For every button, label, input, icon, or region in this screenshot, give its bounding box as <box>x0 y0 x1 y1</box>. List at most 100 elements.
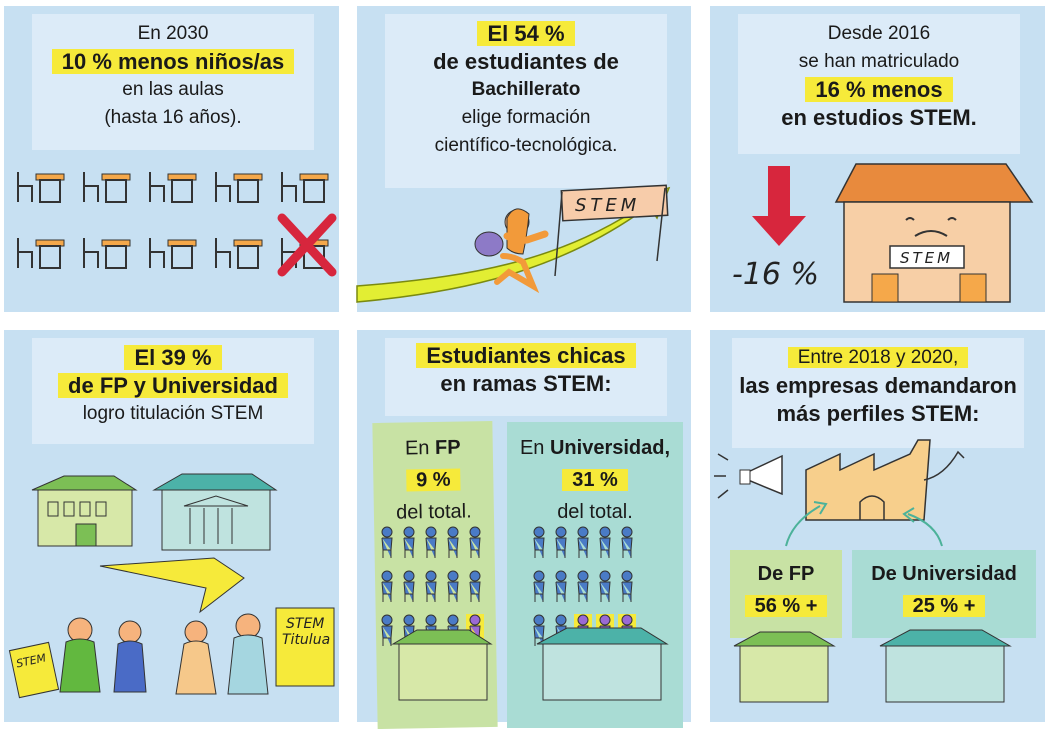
stem-branches-text: en ramas STEM: <box>440 371 612 396</box>
desks-illustration <box>17 172 337 277</box>
male-student-icon <box>599 526 611 558</box>
panel-girls-stem-title: Estudiantes chicas en ramas STEM: <box>385 338 667 416</box>
factory-icon <box>805 439 931 521</box>
stem-flag <box>560 184 669 222</box>
factory-door <box>859 495 885 520</box>
companies-text: las empresas demandaron <box>739 373 1017 398</box>
desk-icon <box>149 172 197 203</box>
decline-label: -16 % <box>732 257 819 292</box>
graduation-illustration: STEM STEM Titulua <box>8 473 335 699</box>
scroll-line1: STEM <box>286 616 324 632</box>
male-student-icon <box>621 570 633 602</box>
factory-illustration <box>714 439 1012 703</box>
stem-sign-label: STEM <box>900 249 953 267</box>
profiles-text: más perfiles STEM: <box>776 401 980 426</box>
male-student-icon <box>577 526 589 558</box>
male-student-icon <box>533 526 545 558</box>
highlight-years: Entre 2018 y 2020, <box>787 347 969 368</box>
year-text: En 2030 <box>137 23 209 44</box>
panel-bachillerato: El 54 % de estudiantes de Bachillerato e… <box>356 6 691 312</box>
scroll-line2: Titulua <box>282 632 330 648</box>
desk-icon <box>215 172 263 203</box>
path-illustration: STEM <box>356 184 671 303</box>
stem-scroll-icon <box>275 607 335 687</box>
panel-stem-enrollment: Desde 2016 se han matriculado 16 % menos… <box>710 6 1045 312</box>
uni-building-icon-small <box>879 629 1012 703</box>
uni-suffix: del total. <box>557 501 633 523</box>
male-student-icon <box>555 570 567 602</box>
uni-demand-value: 25 % + <box>902 595 986 617</box>
scientific-text: científico-tecnológica. <box>434 135 618 156</box>
highlight-16: 16 % menos <box>805 77 953 102</box>
panel-girls-stem: Estudiantes chicas en ramas STEM: En FP … <box>357 330 691 729</box>
uni-prefix: En <box>519 437 550 459</box>
choose-text: elige formación <box>461 107 591 128</box>
university-building-icon <box>536 627 669 701</box>
fp-demand-label: De FP <box>757 563 815 585</box>
stem-paper-icon <box>8 641 60 699</box>
male-student-icon <box>533 614 545 646</box>
panel-graduation-text: El 39 % de FP y Universidad logro titula… <box>32 338 314 444</box>
graduation-text: logro titulación STEM <box>82 403 264 424</box>
fp-demand-value: 56 % + <box>744 595 828 617</box>
uni-name: Universidad, <box>549 437 671 459</box>
yellow-arrow-icon <box>99 557 245 614</box>
desk-icon <box>149 238 197 269</box>
flag-pole-left <box>554 191 563 277</box>
panel-company-demand-text: Entre 2018 y 2020, las empresas demandar… <box>732 338 1024 448</box>
male-student-icon <box>599 570 611 602</box>
enrolled-text: se han matriculado <box>798 51 960 72</box>
male-student-icon <box>447 570 459 602</box>
highlight-children: 10 % menos niños/as <box>51 49 295 74</box>
fp-building-icon <box>31 475 138 547</box>
panel-children-2030: En 2030 10 % menos niños/as en las aulas… <box>4 6 339 312</box>
megaphone-icon <box>714 453 783 499</box>
uni-arrow-icon <box>907 513 943 547</box>
fp-arrow-icon <box>785 505 821 547</box>
desk-icon <box>83 238 131 269</box>
desk-icon <box>83 172 131 203</box>
panel-stem-enrollment-text: Desde 2016 se han matriculado 16 % menos… <box>738 14 1020 154</box>
building-decline-illustration: -16 % STEM <box>732 163 1034 303</box>
factory-arm <box>923 450 965 481</box>
desk-icon <box>17 172 65 203</box>
roof <box>834 163 1034 203</box>
uni-demand-box: De Universidad 25 % + <box>852 550 1036 638</box>
running-student-icon <box>474 208 549 294</box>
uni-demand-label: De Universidad <box>871 563 1017 585</box>
stem-studies-text: en estudios STEM. <box>781 105 977 130</box>
male-student-icon <box>621 526 633 558</box>
male-student-icon <box>555 526 567 558</box>
male-student-icon <box>533 570 545 602</box>
since-text: Desde 2016 <box>827 23 931 44</box>
university-building-icon <box>152 473 278 551</box>
age-text: (hasta 16 años). <box>104 107 242 128</box>
graduates-icon <box>59 613 269 695</box>
down-arrow-icon <box>752 166 806 246</box>
desk-icon <box>281 172 329 203</box>
bachillerato-text: Bachillerato <box>471 79 581 100</box>
male-student-icon <box>577 570 589 602</box>
male-student-icon <box>403 526 415 558</box>
male-student-icon <box>381 570 393 602</box>
panel-company-demand: Entre 2018 y 2020, las empresas demandar… <box>710 330 1045 722</box>
panel-children-2030-text: En 2030 10 % menos niños/as en las aulas… <box>32 14 314 150</box>
male-student-icon <box>425 526 437 558</box>
highlight-fp-uni: de FP y Universidad <box>58 373 288 398</box>
paper-left-label: STEM <box>15 651 48 670</box>
fp-building-icon-small <box>733 631 836 703</box>
fp-building-icon <box>391 629 493 701</box>
sad-face-icon <box>905 217 957 237</box>
students-text: de estudiantes de <box>433 49 619 74</box>
male-student-icon <box>425 570 437 602</box>
building-door-left <box>871 273 899 303</box>
stem-sign <box>889 245 965 269</box>
panel-graduation: El 39 % de FP y Universidad logro titula… <box>4 330 339 722</box>
male-student-icon <box>381 526 393 558</box>
building-door-right <box>959 273 987 303</box>
desk-icon <box>17 238 65 269</box>
desk-icon <box>215 238 263 269</box>
flag-label: STEM <box>575 195 640 216</box>
male-student-icon <box>469 570 481 602</box>
male-student-icon <box>447 526 459 558</box>
